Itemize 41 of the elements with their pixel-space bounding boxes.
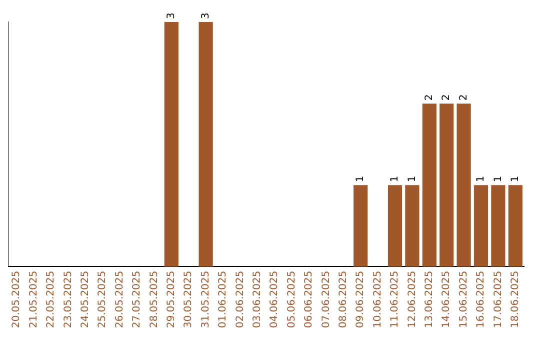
data-label: 1 xyxy=(406,176,418,182)
x-tick-label: 18.06.2025 xyxy=(510,270,521,328)
x-tick-label: 10.06.2025 xyxy=(372,270,384,328)
data-label: 3 xyxy=(166,12,177,19)
x-tick-label: 01.06.2025 xyxy=(218,270,229,328)
x-tick-label: 14.06.2025 xyxy=(441,270,452,328)
x-tick-label: 29.05.2025 xyxy=(166,270,177,328)
x-tick-label: 24.05.2025 xyxy=(80,270,91,328)
x-tick-label: 15.06.2025 xyxy=(458,270,470,328)
x-tick-label: 27.05.2025 xyxy=(132,270,143,328)
data-label: 1 xyxy=(476,176,487,182)
x-tick-label: 28.05.2025 xyxy=(148,270,160,328)
x-tick-label: 26.05.2025 xyxy=(114,270,126,328)
x-tick-label: 31.05.2025 xyxy=(200,270,212,328)
x-tick-label: 05.06.2025 xyxy=(286,270,298,328)
x-tick-label: 20.05.2025 xyxy=(11,270,22,328)
x-tick-label: 04.06.2025 xyxy=(269,270,280,328)
x-tick-label: 09.06.2025 xyxy=(355,270,366,328)
x-tick-label: 30.05.2025 xyxy=(183,270,194,328)
x-tick-label: 06.06.2025 xyxy=(304,270,315,328)
x-tick-label: 02.06.2025 xyxy=(234,270,246,328)
data-label: 1 xyxy=(390,176,401,182)
data-label: 1 xyxy=(355,176,366,182)
x-tick-label: 25.05.2025 xyxy=(97,270,108,328)
x-tick-label: 17.06.2025 xyxy=(492,270,504,328)
data-label: 2 xyxy=(441,94,452,101)
x-tick-label: 22.05.2025 xyxy=(46,270,57,328)
x-tick-label: 08.06.2025 xyxy=(338,270,349,328)
x-tick-label: 07.06.2025 xyxy=(320,270,332,328)
x-tick-label: 13.06.2025 xyxy=(424,270,435,328)
x-tick-label: 16.06.2025 xyxy=(476,270,487,328)
x-tick-label: 12.06.2025 xyxy=(406,270,418,328)
x-tick-label: 21.05.2025 xyxy=(28,270,40,328)
data-label: 1 xyxy=(510,176,521,182)
x-tick-label: 03.06.2025 xyxy=(252,270,263,328)
data-label: 2 xyxy=(458,94,470,101)
data-label: 3 xyxy=(200,12,212,19)
data-label: 2 xyxy=(424,94,435,101)
x-tick-label: 11.06.2025 xyxy=(390,270,401,328)
x-tick-label: 23.05.2025 xyxy=(62,270,74,328)
data-label: 1 xyxy=(492,176,504,182)
